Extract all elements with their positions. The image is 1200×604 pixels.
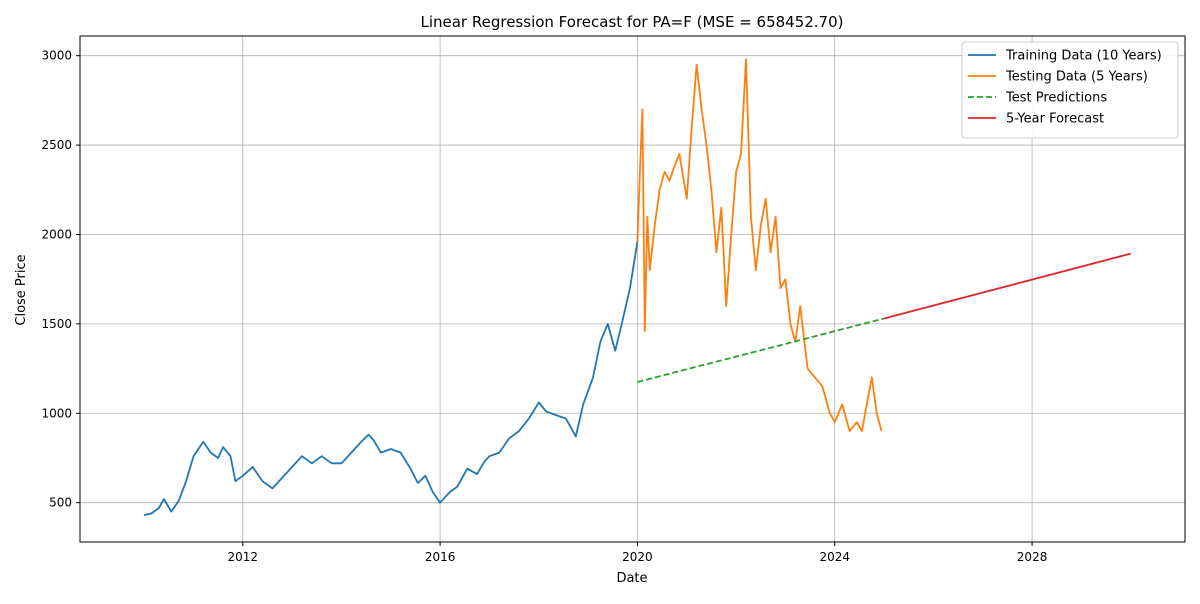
x-axis-label: Date xyxy=(616,571,647,586)
y-tick-label: 3000 xyxy=(41,49,72,63)
y-tick-label: 2000 xyxy=(41,227,72,241)
legend-box xyxy=(961,41,1179,139)
legend-label-1: Testing Data (5 Years) xyxy=(1005,70,1148,85)
chart-title: Linear Regression Forecast for PA=F (MSE… xyxy=(420,13,843,31)
x-tick-label: 2028 xyxy=(1017,550,1048,564)
series-line-0 xyxy=(143,241,639,517)
y-tick-label: 500 xyxy=(49,496,72,510)
y-tick-label: 1500 xyxy=(41,317,72,331)
x-tick-label: 2016 xyxy=(425,550,456,564)
series-lines xyxy=(143,58,1131,517)
x-tick-label: 2020 xyxy=(622,550,653,564)
x-tick-label: 2024 xyxy=(819,550,850,564)
plot-frame xyxy=(79,35,1186,543)
y-tick-label: 2500 xyxy=(41,138,72,152)
x-tick-label: 2012 xyxy=(228,550,259,564)
series-line-1 xyxy=(636,58,883,433)
series-line-3 xyxy=(883,252,1131,320)
y-axis-label: Close Price xyxy=(14,254,29,325)
y-tick-label: 1000 xyxy=(41,406,72,420)
legend-label-0: Training Data (10 Years) xyxy=(1005,49,1162,64)
legend-label-3: 5-Year Forecast xyxy=(1006,112,1104,127)
grid-lines xyxy=(80,36,1185,542)
legend: Training Data (10 Years) Testing Data (5 … xyxy=(961,41,1179,139)
axis-ticks: 2012 2016 2020 2024 2028 500 1000 1500 2000 2500 3… xyxy=(41,49,1047,564)
legend-label-2: Test Predictions xyxy=(1005,91,1107,106)
series-line-2 xyxy=(637,317,885,383)
